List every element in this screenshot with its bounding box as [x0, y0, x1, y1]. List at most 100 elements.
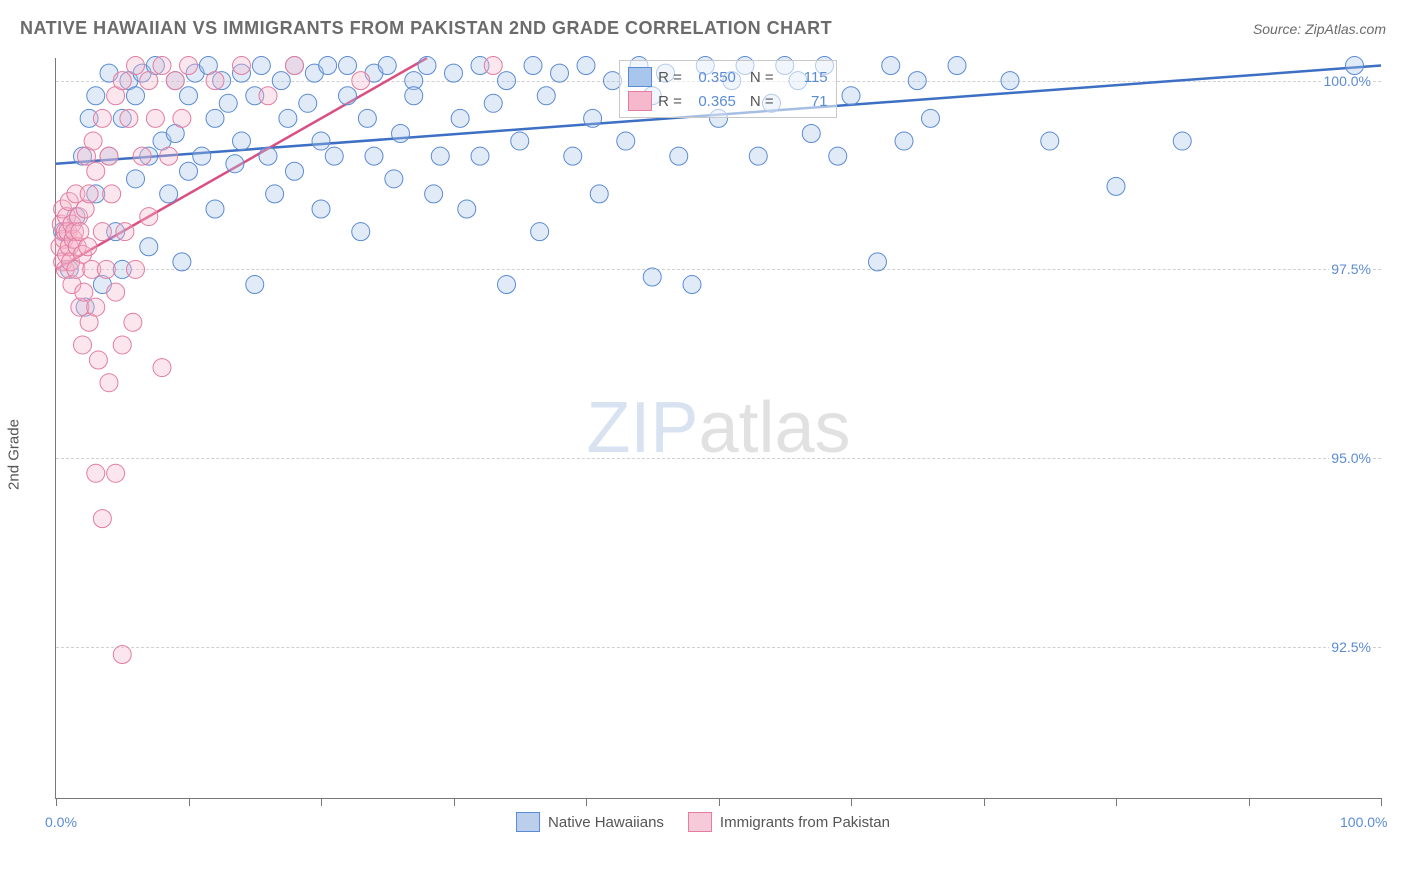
source-attribution: Source: ZipAtlas.com [1253, 21, 1386, 37]
legend-label: Immigrants from Pakistan [720, 814, 890, 831]
data-point [385, 170, 403, 188]
correlation-legend-row: R =0.350 N =115 [628, 65, 828, 89]
data-point [226, 155, 244, 173]
data-point [1346, 57, 1364, 75]
data-point [87, 87, 105, 105]
data-point [246, 276, 264, 294]
x-tick [454, 798, 455, 806]
data-point [87, 298, 105, 316]
data-point [93, 109, 111, 127]
data-point [272, 72, 290, 90]
data-point [352, 223, 370, 241]
data-point [100, 374, 118, 392]
data-point [392, 125, 410, 143]
y-axis-title: 2nd Grade [6, 419, 23, 490]
data-point [100, 147, 118, 165]
data-point [107, 464, 125, 482]
data-point [113, 72, 131, 90]
data-point [564, 147, 582, 165]
legend-label: Native Hawaiians [548, 814, 664, 831]
data-point [869, 253, 887, 271]
data-point [233, 132, 251, 150]
legend-swatch [516, 812, 540, 832]
data-point [87, 162, 105, 180]
data-point [180, 162, 198, 180]
data-point [643, 268, 661, 286]
x-tick [851, 798, 852, 806]
data-point [259, 147, 277, 165]
data-point [107, 283, 125, 301]
x-tick [984, 798, 985, 806]
data-point [829, 147, 847, 165]
data-point [153, 359, 171, 377]
data-point [948, 57, 966, 75]
data-point [113, 336, 131, 354]
data-point [160, 147, 178, 165]
data-point [80, 185, 98, 203]
data-point [1107, 177, 1125, 195]
data-point [153, 57, 171, 75]
data-point [299, 94, 317, 112]
data-point [206, 200, 224, 218]
data-point [1001, 72, 1019, 90]
data-point [127, 57, 145, 75]
data-point [206, 109, 224, 127]
data-point [279, 109, 297, 127]
data-point [312, 200, 330, 218]
data-point [524, 57, 542, 75]
data-point [140, 72, 158, 90]
data-point [325, 147, 343, 165]
data-point [127, 170, 145, 188]
data-point [286, 57, 304, 75]
scatter-plot-svg [56, 58, 1381, 798]
data-point [173, 109, 191, 127]
data-point [339, 57, 357, 75]
correlation-legend: R =0.350 N =115R =0.365 N =71 [619, 60, 837, 118]
data-point [365, 147, 383, 165]
data-point [193, 147, 211, 165]
data-point [352, 72, 370, 90]
data-point [498, 72, 516, 90]
data-point [266, 185, 284, 203]
data-point [74, 336, 92, 354]
data-point [127, 87, 145, 105]
data-point [180, 57, 198, 75]
data-point [133, 147, 151, 165]
x-tick [1381, 798, 1382, 806]
x-tick [321, 798, 322, 806]
data-point [537, 87, 555, 105]
legend-item: Immigrants from Pakistan [688, 812, 890, 832]
data-point [895, 132, 913, 150]
data-point [378, 57, 396, 75]
data-point [219, 94, 237, 112]
legend-swatch [688, 812, 712, 832]
data-point [116, 223, 134, 241]
data-point [584, 109, 602, 127]
data-point [84, 132, 102, 150]
data-point [1173, 132, 1191, 150]
data-point [683, 276, 701, 294]
chart-plot-area: ZIPatlas 100.0%97.5%95.0%92.5% R =0.350 … [55, 58, 1381, 799]
data-point [577, 57, 595, 75]
data-point [103, 185, 121, 203]
data-point [484, 94, 502, 112]
data-point [252, 57, 270, 75]
legend-item: Native Hawaiians [516, 812, 664, 832]
data-point [445, 64, 463, 82]
data-point [79, 238, 97, 256]
data-point [358, 109, 376, 127]
data-point [451, 109, 469, 127]
x-tick [719, 798, 720, 806]
chart-title: NATIVE HAWAIIAN VS IMMIGRANTS FROM PAKIS… [20, 18, 832, 39]
data-point [124, 313, 142, 331]
data-point [882, 57, 900, 75]
data-point [146, 109, 164, 127]
data-point [173, 253, 191, 271]
x-tick [1249, 798, 1250, 806]
data-point [498, 276, 516, 294]
data-point [405, 87, 423, 105]
x-tick [56, 798, 57, 806]
data-point [431, 147, 449, 165]
data-point [484, 57, 502, 75]
legend-swatch [628, 67, 652, 87]
